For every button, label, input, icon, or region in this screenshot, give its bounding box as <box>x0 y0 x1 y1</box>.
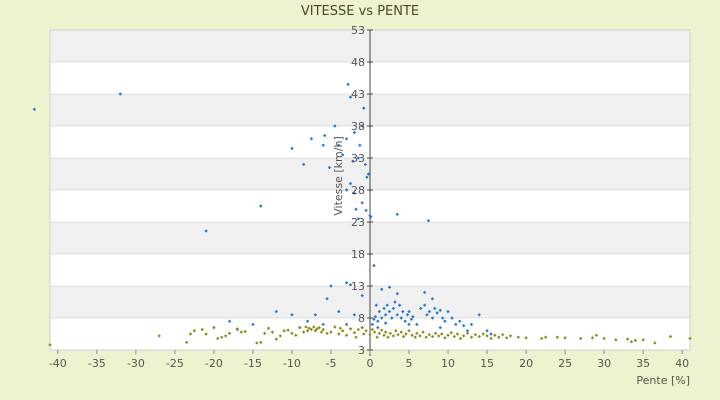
x-tick-label: -25 <box>166 357 184 370</box>
data-point <box>220 335 224 339</box>
x-tick-label: 30 <box>597 357 611 370</box>
y-tick-label: 38 <box>351 120 365 133</box>
data-point <box>239 330 243 334</box>
x-tick-label: -20 <box>205 357 223 370</box>
x-tick-label: 20 <box>519 357 533 370</box>
data-point <box>32 107 37 112</box>
x-tick-label: 0 <box>367 357 374 370</box>
data-point <box>184 340 189 345</box>
x-tick-label: -30 <box>127 357 145 370</box>
x-axis-label: Pente [%] <box>636 374 690 387</box>
data-point <box>688 336 692 341</box>
data-point <box>227 331 232 336</box>
x-tick-label: -5 <box>325 357 336 370</box>
data-point <box>243 329 247 334</box>
y-tick-label: 23 <box>351 216 365 229</box>
data-point <box>351 159 355 163</box>
data-point <box>348 95 353 99</box>
data-point <box>216 336 220 341</box>
y-tick-label: 3 <box>358 344 365 357</box>
data-point <box>223 334 228 338</box>
data-point <box>602 336 606 341</box>
data-point <box>48 343 52 347</box>
data-point <box>641 338 645 342</box>
y-tick-label: 18 <box>351 248 365 261</box>
data-point <box>555 335 560 339</box>
x-tick-label: -40 <box>49 357 67 370</box>
data-point <box>360 124 364 128</box>
data-point <box>118 92 122 96</box>
data-point <box>309 137 314 141</box>
x-tick-label: 35 <box>636 357 650 370</box>
data-point <box>227 319 232 323</box>
data-point <box>235 327 240 331</box>
data-point <box>340 153 345 157</box>
data-point <box>346 82 350 87</box>
data-point <box>543 335 548 339</box>
x-tick-label: -35 <box>88 357 106 370</box>
x-tick-label: 25 <box>558 357 572 370</box>
y-tick-label: 28 <box>351 184 365 197</box>
data-point <box>204 332 208 336</box>
data-point <box>540 336 544 341</box>
y-tick-label: 53 <box>351 24 365 37</box>
chart-title: VITESSE vs PENTE <box>301 4 419 19</box>
x-tick-label: 5 <box>406 357 413 370</box>
x-tick-label: 40 <box>675 357 689 370</box>
data-point <box>157 334 161 338</box>
data-point <box>212 325 216 330</box>
x-tick-label: 10 <box>441 357 455 370</box>
data-point <box>344 188 349 192</box>
data-point <box>348 181 353 186</box>
y-tick-label: 13 <box>351 280 365 293</box>
data-point <box>594 333 599 337</box>
x-tick-label: -10 <box>283 357 301 370</box>
y-tick-label: 33 <box>351 152 365 165</box>
plot-area <box>49 29 691 356</box>
data-point <box>579 336 583 341</box>
x-tick-label: -15 <box>244 357 262 370</box>
data-point <box>333 124 337 128</box>
data-point <box>188 332 193 336</box>
data-point <box>344 137 349 141</box>
data-point <box>668 334 673 339</box>
y-tick-label: 43 <box>351 88 365 101</box>
y-tick-label: 8 <box>358 312 365 325</box>
data-point <box>192 329 197 333</box>
y-axis-label: Vitesse [km/h] <box>332 136 345 216</box>
y-tick-label: 48 <box>351 56 365 69</box>
x-tick-label: 15 <box>480 357 494 370</box>
